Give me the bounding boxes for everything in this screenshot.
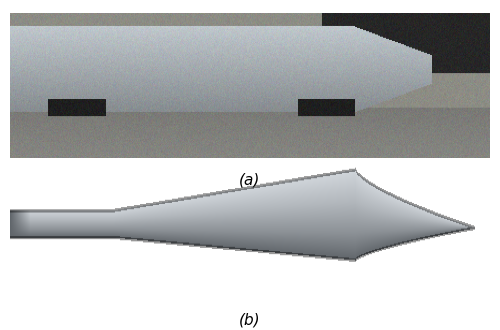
Text: (a): (a) [240, 172, 260, 187]
Text: (b): (b) [239, 313, 261, 328]
